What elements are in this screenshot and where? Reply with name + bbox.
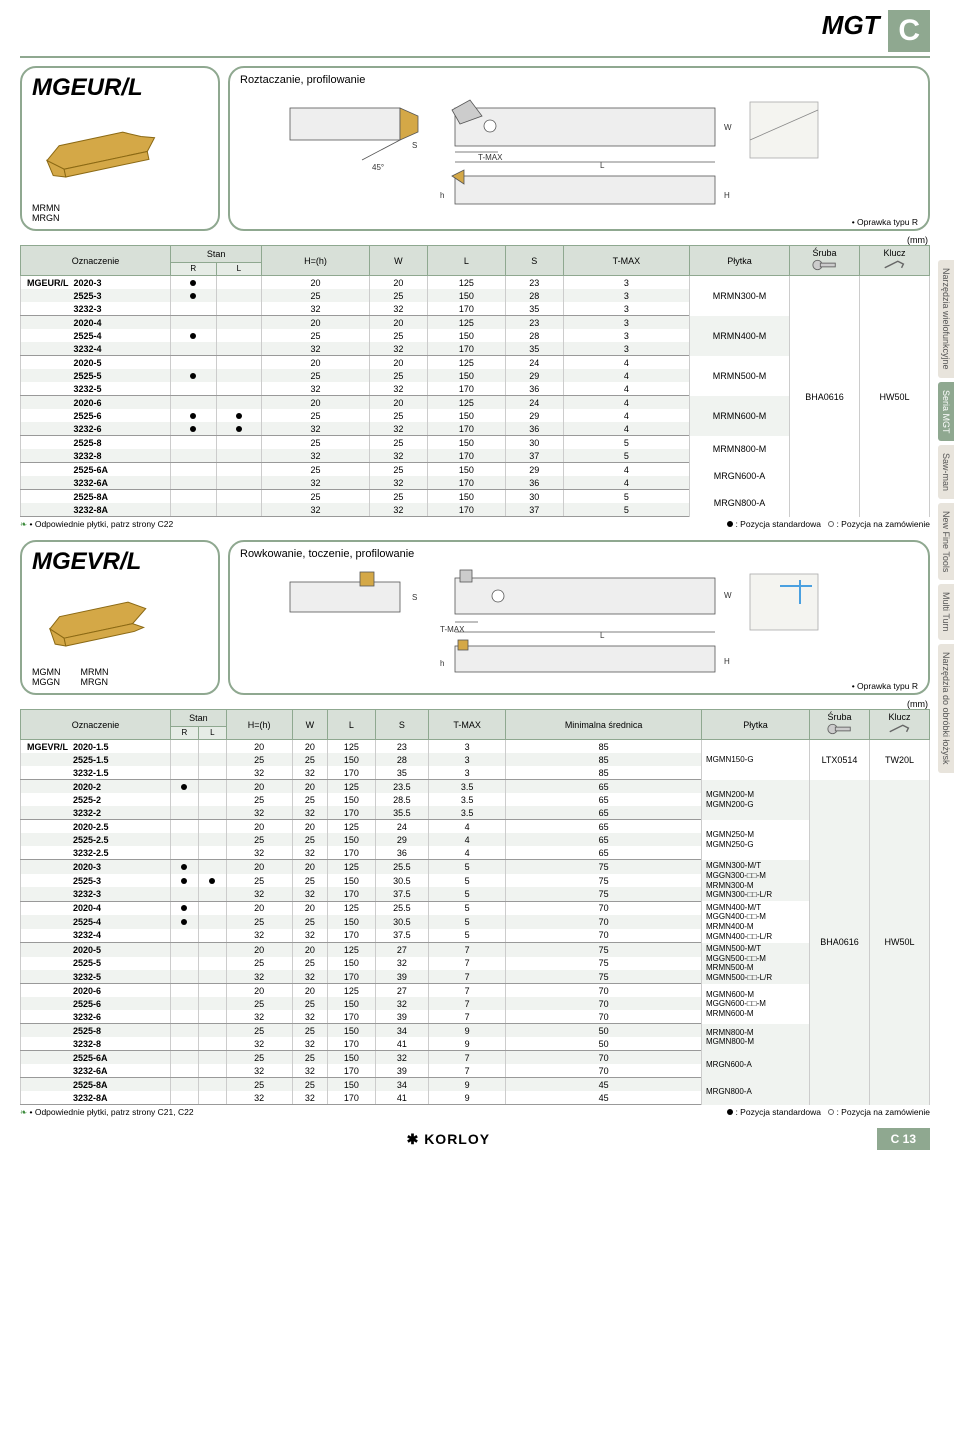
catalog-code: MGT	[822, 10, 880, 40]
side-tabs: Narzędzia wielofunkcyjne Seria MGT Saw-man…	[938, 260, 960, 777]
unit-label-1: (mm)	[22, 235, 928, 245]
side-tab[interactable]: Saw-man	[938, 445, 954, 499]
product-name-1: MGEUR/L	[32, 74, 208, 102]
svg-text:T-MAX: T-MAX	[440, 625, 465, 634]
svg-text:W: W	[724, 123, 732, 132]
page-footer: ✱ KORLOY C 13	[20, 1128, 930, 1150]
insert-codes-2: MGMNMGGNMRMNMRGN	[32, 667, 208, 687]
table-row: MGEUR/L 2020-32020125233MRMN300-MBHA0616…	[21, 276, 930, 290]
product-box-1: MGEUR/L MRMNMRGN	[20, 66, 220, 231]
product-box-2: MGEVR/L MGMNMGGNMRMNMRGN	[20, 540, 220, 695]
svg-text:H: H	[724, 657, 730, 666]
table-row: MGEVR/L 2525-6A252515032770MRGN600-A	[21, 1051, 930, 1065]
table-mgeur: OznaczenieStanH=(h)WLST-MAXPłytkaŚrubaKl…	[20, 245, 930, 517]
brand-logo: ✱ KORLOY	[407, 1131, 491, 1147]
product-name-2: MGEVR/L	[32, 548, 208, 576]
page-number: C 13	[877, 1128, 930, 1150]
insert-note-1: ❧ • Odpowiednie płytki, patrz strony C22	[20, 519, 173, 530]
table-row: MGEVR/L 2020-3202012525.5575MGMN300-M/TM…	[21, 860, 930, 874]
diagram-title-1: Roztaczanie, profilowanie	[240, 74, 918, 86]
table-row: MGEVR/L 2525-8A252515034945MRGN800-A	[21, 1078, 930, 1092]
insert-codes-1: MRMNMRGN	[32, 203, 208, 223]
svg-text:h: h	[440, 191, 444, 200]
diagram-box-2: Rowkowanie, toczenie, profilowanie S T-M…	[228, 540, 930, 695]
table-row: MGEVR/L 2020-2202012523.53.565MGMN200-MM…	[21, 780, 930, 794]
page-header: MGT C	[20, 10, 930, 52]
svg-text:S: S	[412, 141, 417, 150]
unit-label-2: (mm)	[22, 699, 928, 709]
legend-2: : Pozycja standardowa : Pozycja na zamów…	[727, 1107, 930, 1118]
svg-text:W: W	[724, 591, 732, 600]
table-row: MGEVR/L 2020-2.5202012524465MGMN250-MMGM…	[21, 820, 930, 834]
section-letter: C	[888, 10, 930, 52]
table-row: MGEVR/L 2020-4202012525.5570MGMN400-M/TM…	[21, 901, 930, 915]
svg-text:H: H	[724, 191, 730, 200]
insert-image-1	[32, 127, 208, 185]
tool-note-1: • Oprawka typu R	[852, 217, 918, 227]
svg-text:45°: 45°	[372, 163, 384, 172]
table-row: MGEVR/L 2020-5202012527775MGMN500-M/TMGG…	[21, 943, 930, 957]
table-row: MGEVR/L 2525-8252515034950MRMN800-MMGMN8…	[21, 1024, 930, 1038]
side-tab[interactable]: Narzędzia do obróbki łożysk	[938, 644, 954, 773]
tool-note-2: • Oprawka typu R	[852, 681, 918, 691]
side-tab[interactable]: Seria MGT	[938, 382, 954, 442]
insert-note-2: ❧ • Odpowiednie płytki, patrz strony C21…	[20, 1107, 194, 1118]
svg-text:T-MAX: T-MAX	[478, 153, 503, 162]
diagram-box-1: Roztaczanie, profilowanie S 45° T-MAX L …	[228, 66, 930, 231]
diagram-title-2: Rowkowanie, toczenie, profilowanie	[240, 548, 918, 560]
side-tab[interactable]: New Fine Tools	[938, 503, 954, 580]
legend-1: : Pozycja standardowa : Pozycja na zamów…	[727, 519, 930, 530]
insert-image-2	[32, 596, 208, 654]
side-tab[interactable]: Narzędzia wielofunkcyjne	[938, 260, 954, 378]
svg-text:S: S	[412, 593, 417, 602]
table-row: MGEVR/L 2020-6202012527770MGMN600-MMGGN6…	[21, 984, 930, 998]
table-row: MGEVR/L 2020-1.5202012523385MGMN150-GLTX…	[21, 740, 930, 754]
svg-text:h: h	[440, 659, 444, 668]
header-rule	[20, 56, 930, 58]
table-mgevr: OznaczenieStanH=(h)WLST-MAXMinimalna śre…	[20, 709, 930, 1105]
side-tab[interactable]: Multi Turn	[938, 584, 954, 640]
